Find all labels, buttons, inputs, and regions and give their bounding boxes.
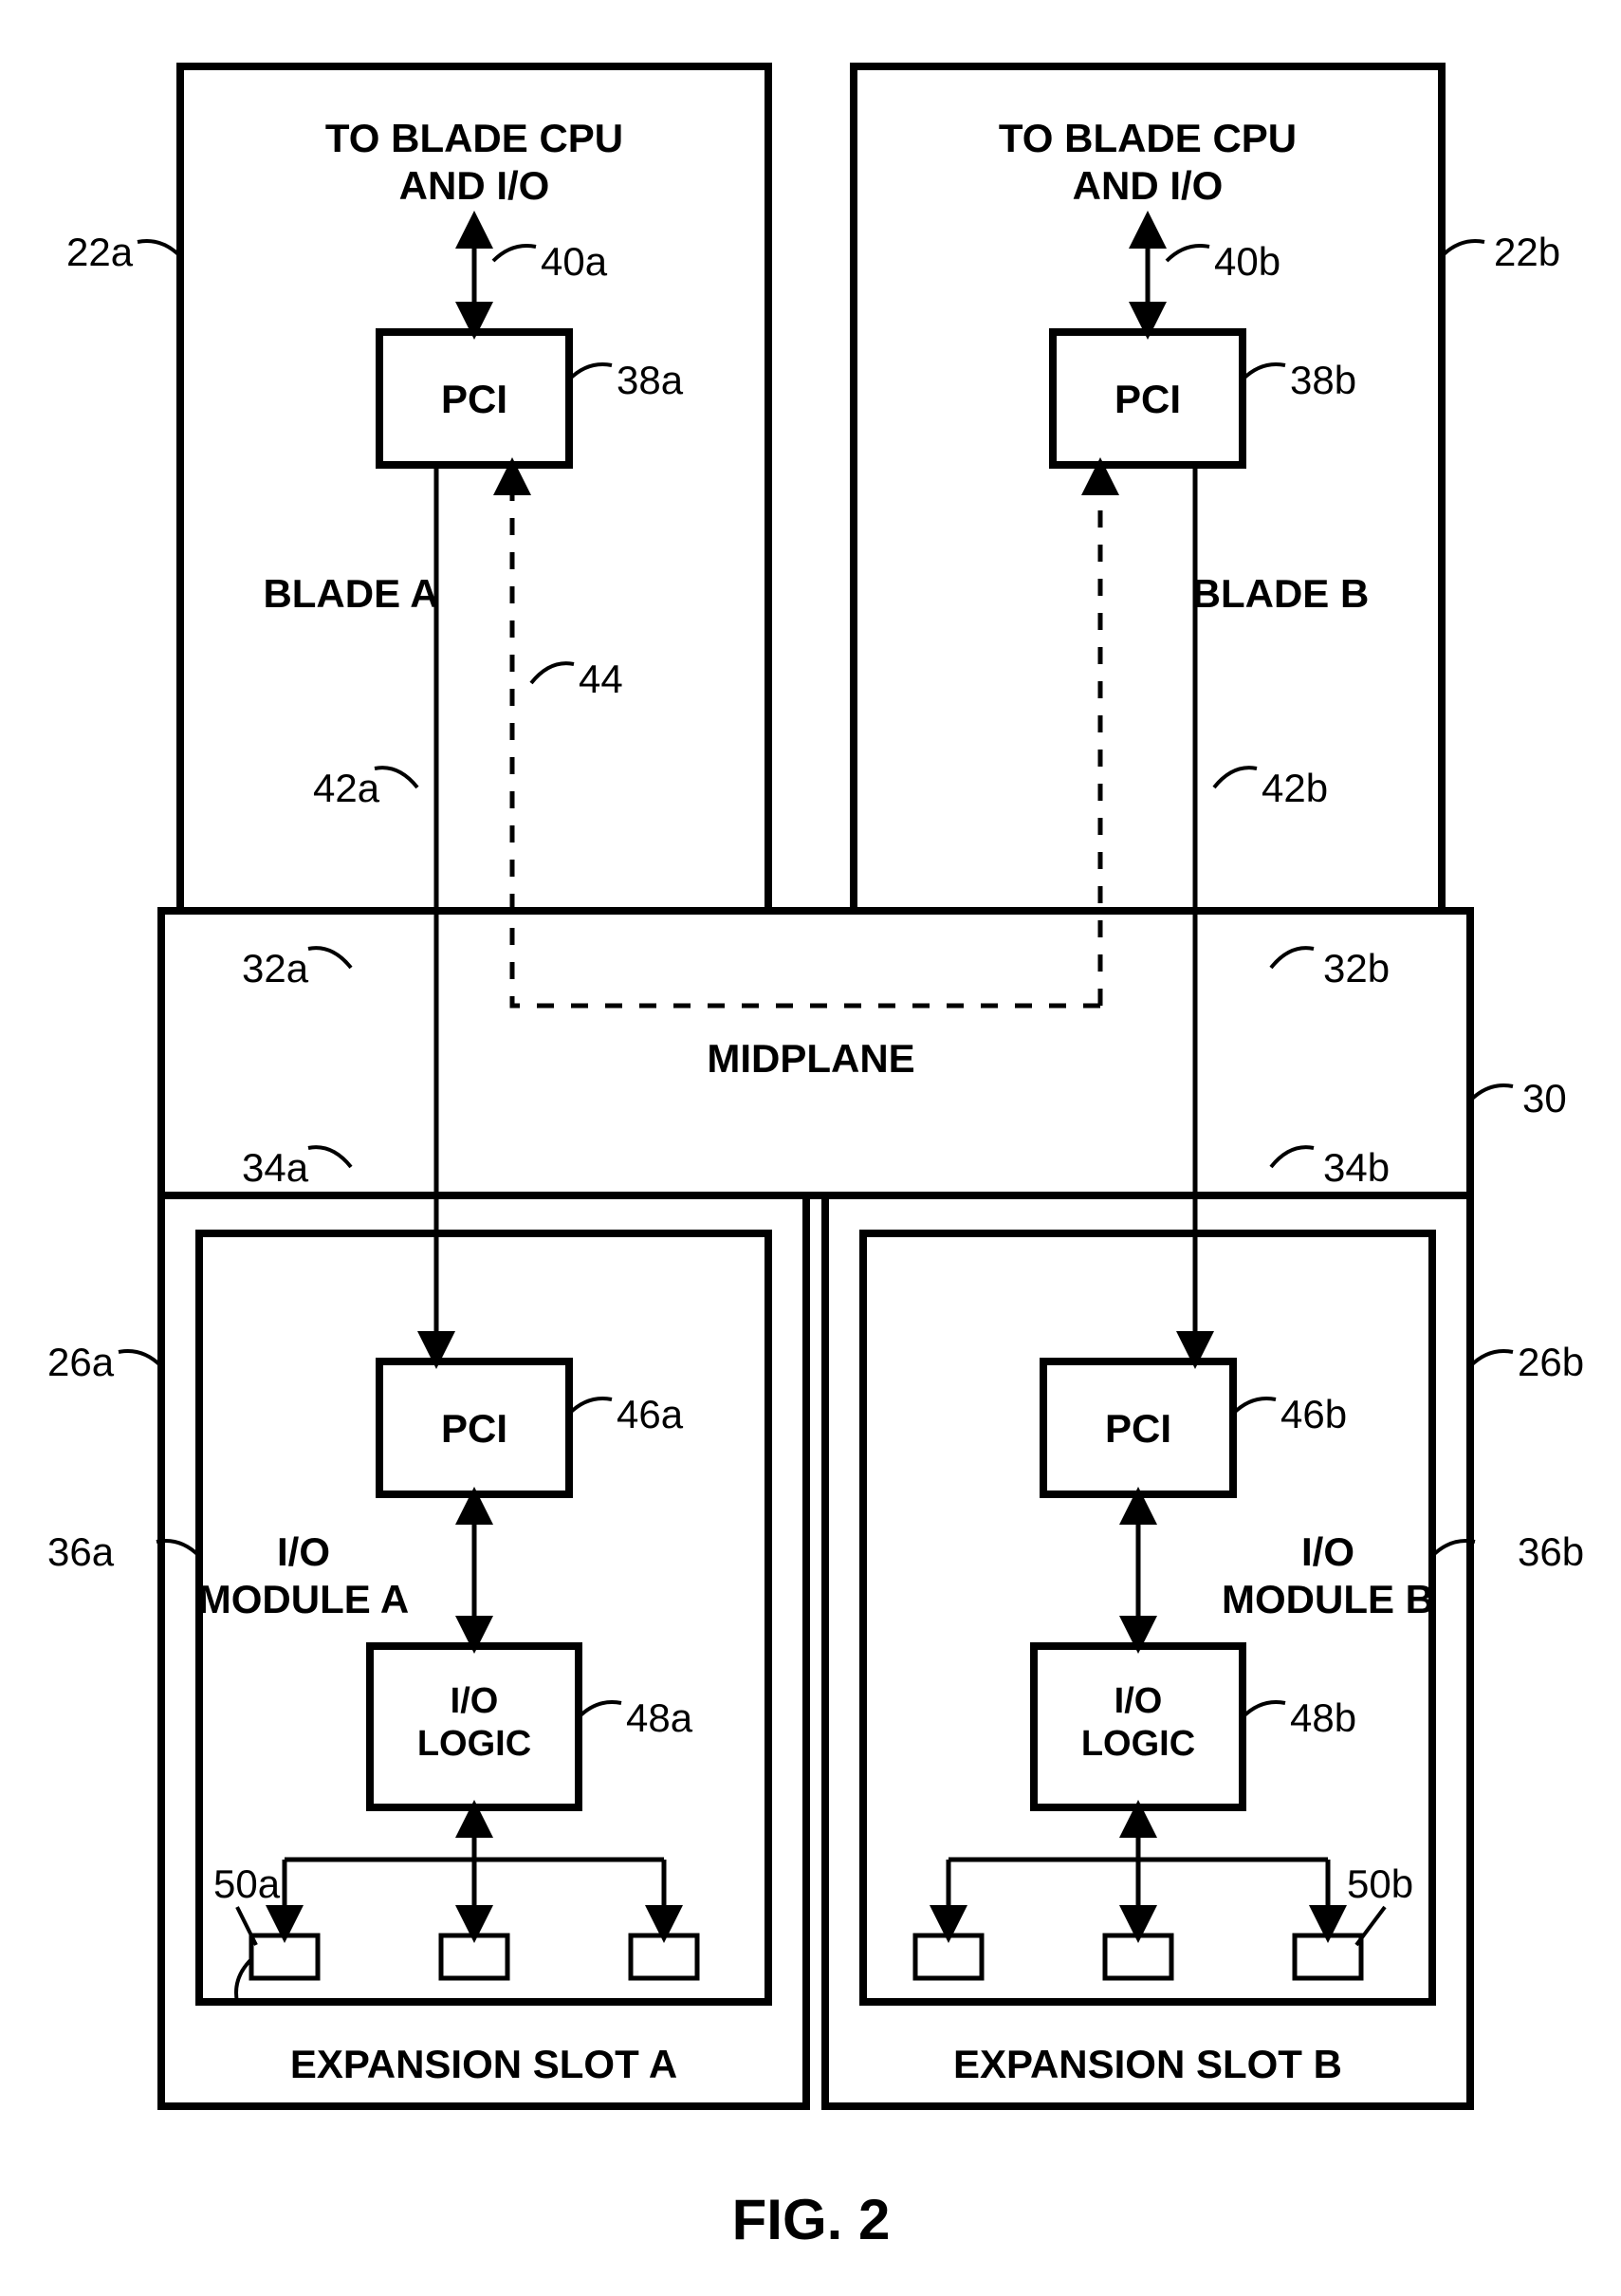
callout-38b: 38b (1290, 358, 1356, 402)
callout-32a: 32a (242, 946, 309, 991)
blade-a-cpu-2: AND I/O (399, 163, 550, 208)
callout-34a: 34a (242, 1145, 309, 1190)
callout-50a: 50a (213, 1861, 281, 1906)
blade-b-cpu-2: AND I/O (1073, 163, 1224, 208)
pci-46a-label: PCI (441, 1406, 507, 1451)
blade-a-cpu-1: TO BLADE CPU (325, 116, 623, 160)
callout-40b: 40b (1214, 239, 1280, 284)
pci-46b-label: PCI (1105, 1406, 1171, 1451)
callout-46b: 46b (1280, 1392, 1347, 1436)
module-a-label-2: MODULE A (198, 1577, 409, 1621)
callout-34b: 34b (1323, 1145, 1390, 1190)
midplane-callout: 30 (1522, 1076, 1567, 1120)
callout-36a: 36a (47, 1529, 115, 1574)
midplane-label: MIDPLANE (707, 1036, 914, 1081)
callout-36b: 36b (1518, 1529, 1584, 1574)
callout-42a: 42a (313, 766, 380, 810)
callout-48b: 48b (1290, 1695, 1356, 1740)
blade-a-title: BLADE A (263, 571, 438, 616)
io-48a-2: LOGIC (417, 1724, 531, 1764)
io-48b-2: LOGIC (1081, 1724, 1195, 1764)
callout-22a: 22a (66, 230, 134, 274)
figure-caption: FIG. 2 (732, 2188, 891, 2251)
callout-32b: 32b (1323, 946, 1390, 991)
pci-38b-label: PCI (1114, 377, 1181, 421)
blade-a: TO BLADE CPU AND I/O 40a PCI 38a BLADE A… (66, 66, 768, 911)
expansion-a: PCI 46a I/O MODULE A I/O LOGIC 48a 50a E… (47, 1195, 806, 2106)
module-b-label-2: MODULE B (1222, 1577, 1434, 1621)
callout-22b: 22b (1494, 230, 1560, 274)
callout-48a: 48a (626, 1695, 693, 1740)
pci-38a-label: PCI (441, 377, 507, 421)
callout-46a: 46a (617, 1392, 684, 1436)
slot-a-label: EXPANSION SLOT A (290, 2042, 677, 2086)
io-48b-1: I/O (1114, 1681, 1163, 1721)
callout-50b: 50b (1347, 1861, 1413, 1906)
expansion-b: PCI 46b I/O MODULE B I/O LOGIC 48b 50b E… (825, 1195, 1584, 2106)
module-a-label-1: I/O (277, 1529, 330, 1574)
blade-b-cpu-1: TO BLADE CPU (999, 116, 1297, 160)
callout-26b: 26b (1518, 1340, 1584, 1384)
link-44-dash (512, 465, 1100, 1006)
callout-38a: 38a (617, 358, 684, 402)
callout-26a: 26a (47, 1340, 115, 1384)
slot-b-label: EXPANSION SLOT B (953, 2042, 1342, 2086)
callout-40a: 40a (541, 239, 608, 284)
blade-b: TO BLADE CPU AND I/O 40b PCI 38b BLADE B… (854, 66, 1560, 911)
callout-42b: 42b (1262, 766, 1328, 810)
module-b-label-1: I/O (1301, 1529, 1354, 1574)
io-48a-1: I/O (451, 1681, 499, 1721)
midplane-callout-tick (1470, 1085, 1513, 1101)
callout-44: 44 (579, 657, 623, 701)
blade-b-title: BLADE B (1192, 571, 1370, 616)
